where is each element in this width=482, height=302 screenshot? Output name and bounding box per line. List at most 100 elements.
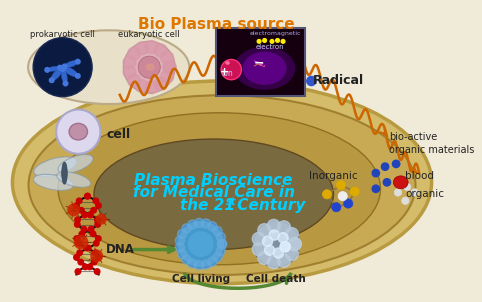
Circle shape [280,242,290,252]
Circle shape [93,250,98,255]
Circle shape [78,259,83,265]
Circle shape [278,254,291,267]
Text: for Medical Care in: for Medical Care in [133,185,295,200]
Circle shape [75,269,80,274]
Circle shape [128,74,141,87]
Circle shape [128,47,141,60]
Circle shape [392,160,400,168]
Circle shape [265,245,275,255]
Circle shape [77,198,82,204]
Ellipse shape [33,174,73,190]
Ellipse shape [234,47,295,90]
Text: prokaryotic cell: prokaryotic cell [30,30,95,39]
Ellipse shape [28,95,415,275]
Circle shape [350,187,359,196]
Circle shape [268,256,280,269]
Text: blood: blood [405,171,434,181]
FancyBboxPatch shape [215,27,305,96]
Circle shape [177,249,187,259]
Ellipse shape [94,139,334,249]
Circle shape [276,39,280,42]
Circle shape [90,231,96,236]
Circle shape [74,255,79,260]
Circle shape [288,238,301,250]
Text: −: − [253,57,264,70]
Circle shape [123,66,136,79]
Ellipse shape [225,61,230,65]
Circle shape [74,203,80,208]
Circle shape [175,236,185,245]
Circle shape [93,198,99,204]
Circle shape [280,242,290,252]
Circle shape [344,199,353,208]
Text: +: + [220,67,229,77]
Circle shape [216,233,226,242]
Text: bio-active
organic materials: bio-active organic materials [389,132,474,155]
Circle shape [45,68,50,72]
Circle shape [216,246,226,255]
Circle shape [145,40,158,53]
Circle shape [56,110,100,154]
Ellipse shape [58,155,93,173]
Circle shape [96,214,107,225]
Circle shape [85,193,90,199]
Circle shape [154,44,167,57]
Circle shape [258,224,271,236]
Circle shape [82,212,87,218]
Ellipse shape [58,113,380,265]
Circle shape [288,238,301,250]
Circle shape [208,257,217,266]
Circle shape [163,61,176,74]
Circle shape [281,40,285,43]
Circle shape [84,245,90,251]
Circle shape [201,219,211,228]
Circle shape [338,191,348,201]
Circle shape [49,78,54,82]
Ellipse shape [65,60,78,68]
Circle shape [383,179,390,186]
Ellipse shape [221,59,241,80]
Circle shape [95,222,100,227]
Circle shape [94,240,99,246]
Circle shape [75,217,80,223]
Circle shape [75,222,80,227]
Text: Radical: Radical [313,75,364,88]
Ellipse shape [146,63,155,71]
Circle shape [123,41,175,93]
Circle shape [74,236,80,241]
Text: Ion: Ion [221,69,233,78]
Circle shape [59,66,64,71]
Ellipse shape [47,66,60,71]
Circle shape [63,64,67,69]
Circle shape [85,193,90,199]
Circle shape [96,255,101,260]
Text: electron: electron [256,44,284,50]
Circle shape [96,203,101,208]
Circle shape [76,240,81,246]
Circle shape [94,269,100,274]
Text: electromagnetic: electromagnetic [250,31,301,36]
Circle shape [252,233,265,245]
Circle shape [79,231,85,236]
Circle shape [90,249,103,262]
Circle shape [145,81,158,94]
Circle shape [74,235,88,249]
Circle shape [154,77,167,90]
Circle shape [79,207,84,213]
Circle shape [278,233,288,243]
Text: eukaryotic cell: eukaryotic cell [119,30,180,39]
Circle shape [194,261,204,270]
Circle shape [285,228,298,240]
Circle shape [194,218,204,227]
Circle shape [135,80,148,93]
Circle shape [263,39,267,42]
Circle shape [177,220,225,268]
Text: Bio Plasma source: Bio Plasma source [138,18,295,32]
Text: Plasma Bioscience: Plasma Bioscience [134,173,293,188]
Circle shape [85,245,91,251]
Circle shape [94,217,100,223]
Circle shape [82,264,88,270]
Circle shape [161,70,174,83]
Circle shape [322,190,332,199]
Circle shape [263,236,273,246]
